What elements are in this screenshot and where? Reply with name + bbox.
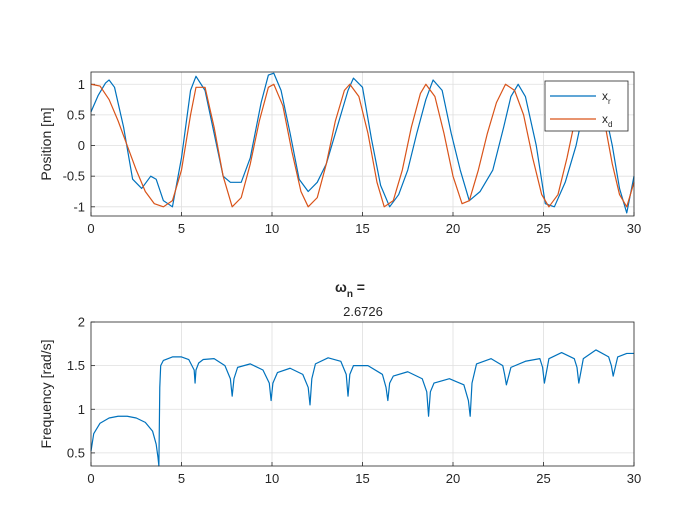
legend-box bbox=[544, 80, 629, 132]
x-tick-label: 20 bbox=[446, 221, 460, 236]
x-tick-label: 20 bbox=[446, 471, 460, 486]
series-line-0 bbox=[90, 349, 634, 467]
x-tick-label: 30 bbox=[627, 471, 641, 486]
x-tick-label: 30 bbox=[627, 221, 641, 236]
x-tick-label: 10 bbox=[265, 471, 279, 486]
y-tick-label: 0.5 bbox=[67, 107, 85, 122]
y-tick-label: -1 bbox=[73, 199, 85, 214]
x-tick-label: 0 bbox=[87, 471, 94, 486]
position-axes: 0 5 10 15 20 25 30 -1 -0.5 0 0.5 1 Position [m] bbox=[38, 71, 641, 236]
frequency-title-value: 2.6726 bbox=[343, 304, 383, 319]
frequency-title-symbol: ωn = bbox=[335, 279, 365, 300]
x-tick-label: 5 bbox=[178, 221, 185, 236]
y-tick-label: 1.5 bbox=[67, 358, 85, 373]
legend: xr xd bbox=[544, 80, 629, 132]
axes-frame bbox=[90, 321, 635, 467]
y-tick-label: 0 bbox=[78, 138, 85, 153]
x-tick-label: 10 bbox=[265, 221, 279, 236]
x-tick-label: 25 bbox=[536, 221, 550, 236]
x-tick-label: 15 bbox=[355, 221, 369, 236]
y-tick-label: 1 bbox=[78, 402, 85, 417]
x-tick-label: 25 bbox=[536, 471, 550, 486]
series-line-x-d bbox=[90, 83, 635, 208]
legend-label-x-r: xr bbox=[602, 89, 611, 106]
x-tick-label: 0 bbox=[87, 221, 94, 236]
axes-frame bbox=[90, 71, 635, 217]
y-tick-label: 2 bbox=[78, 315, 85, 330]
y-tick-label: 1 bbox=[78, 77, 85, 92]
y-axis-label: Frequency [rad/s] bbox=[38, 340, 54, 449]
x-tick-label: 15 bbox=[355, 471, 369, 486]
frequency-axes: 0 5 10 15 20 25 30 0.5 1 1.5 2 Frequency [rad/s] bbox=[38, 315, 641, 487]
x-tick-label: 5 bbox=[178, 471, 185, 486]
y-tick-label: -0.5 bbox=[63, 169, 85, 184]
y-axis-label: Position [m] bbox=[38, 107, 54, 180]
y-tick-label: 0.5 bbox=[67, 445, 85, 460]
legend-label-x-d: xd bbox=[602, 112, 612, 129]
